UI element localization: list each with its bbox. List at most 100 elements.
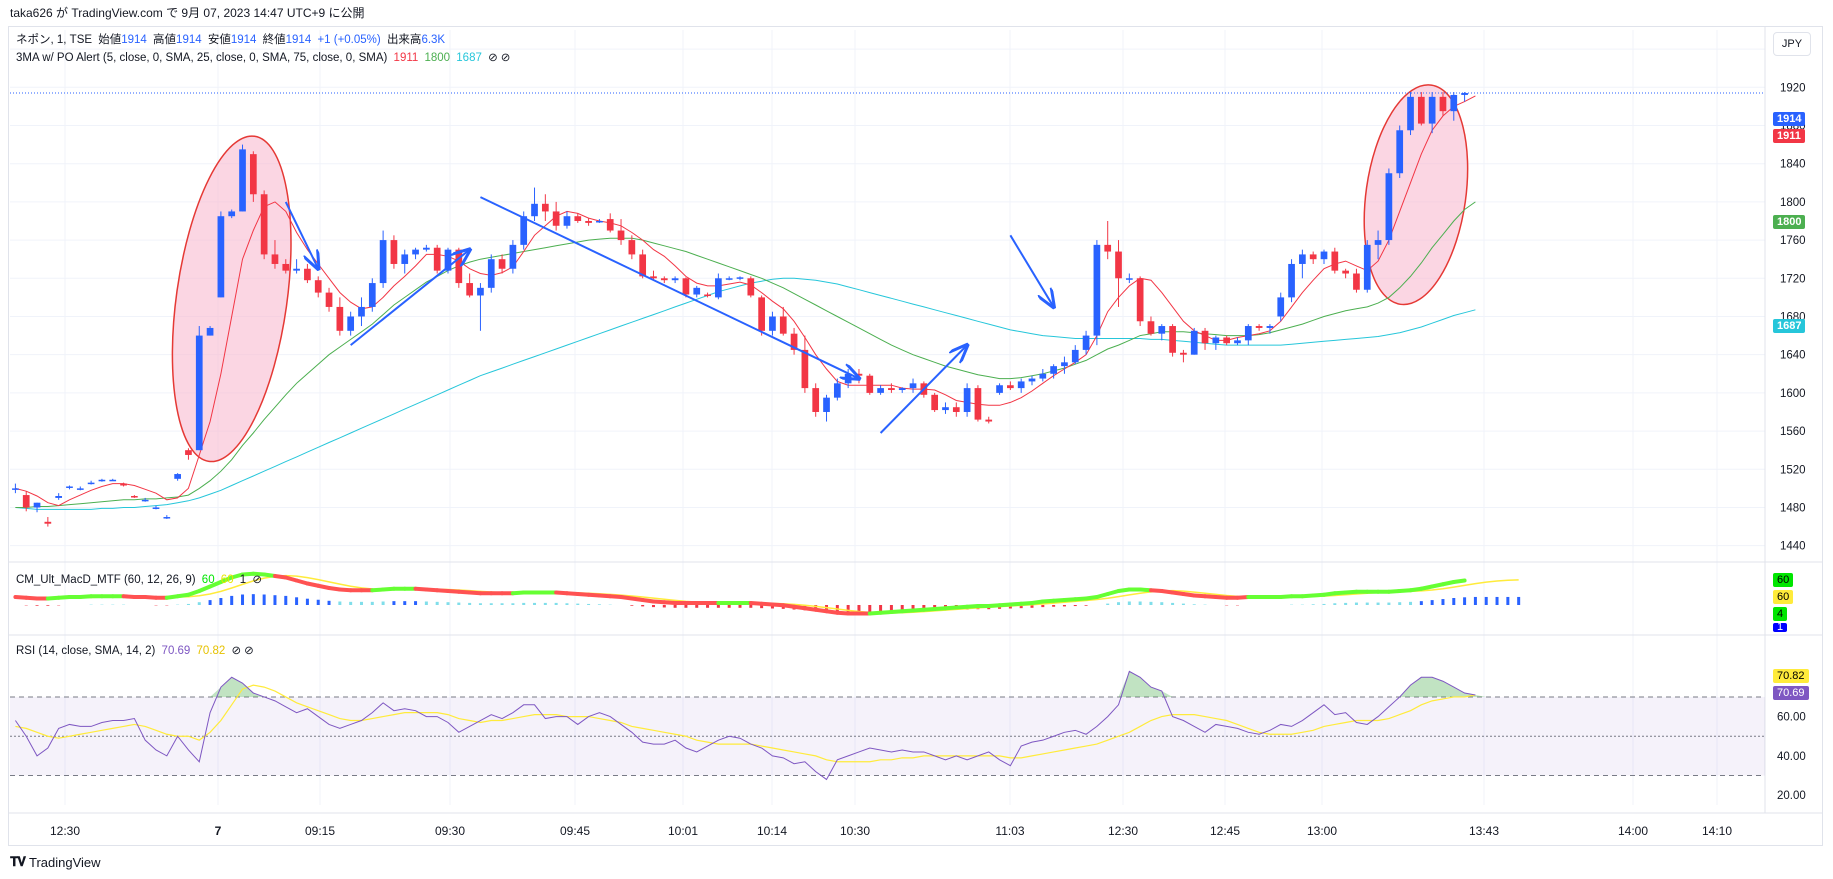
rsi-indicator-name: RSI (14, close, SMA, 14, 2): [16, 645, 156, 657]
macd-histogram-bar: [1311, 604, 1315, 605]
macd-histogram-bar: [1506, 596, 1510, 605]
price-tick-label: 1760: [1780, 235, 1806, 247]
candle-body: [1331, 251, 1339, 271]
macd-histogram-bar: [1344, 602, 1348, 605]
time-tick-label: 10:01: [668, 824, 698, 838]
candle-body: [282, 263, 290, 271]
candle-body: [412, 249, 419, 255]
candle-body: [1082, 335, 1090, 350]
candle-body: [1363, 244, 1371, 290]
price-tick-label: 1560: [1780, 426, 1806, 438]
hidden-icon[interactable]: ⊘: [252, 574, 263, 586]
candle-body: [660, 278, 668, 281]
candle: [66, 485, 73, 490]
candle-body: [444, 249, 452, 271]
time-tick-label: 10:14: [757, 824, 787, 838]
macd-histogram-bar: [46, 605, 50, 606]
candle-body: [715, 278, 722, 298]
candle: [185, 448, 192, 460]
candle-body: [1417, 96, 1425, 124]
candle: [660, 276, 668, 284]
macd-histogram-bar: [1181, 603, 1185, 605]
candle-body: [239, 149, 246, 212]
candle: [596, 219, 603, 223]
high-value: 1914: [176, 34, 202, 46]
candle-body: [185, 450, 192, 455]
candle: [55, 493, 63, 500]
candle-body: [563, 216, 571, 226]
macd-histogram-bar: [662, 605, 666, 608]
macd-histogram-bar: [500, 603, 504, 605]
currency-button[interactable]: JPY: [1773, 32, 1811, 56]
macd-histogram-bar: [1473, 596, 1477, 605]
rsi-overbought-fill: [210, 677, 265, 697]
candle-body: [368, 283, 376, 307]
macd-histogram-bar: [770, 605, 774, 609]
macd-histogram-bar: [295, 597, 299, 605]
rsi-legend[interactable]: RSI (14, close, SMA, 14, 2) 70.69 70.82 …: [16, 643, 257, 657]
candle-body: [942, 407, 949, 411]
macd-histogram-bar: [760, 605, 764, 609]
candle-body: [574, 216, 582, 221]
brand-name: TradingView: [29, 854, 101, 870]
candle-body: [152, 507, 160, 509]
candle-body: [639, 254, 647, 277]
candle-body: [1115, 251, 1122, 279]
candle-body: [1461, 93, 1468, 95]
candle: [552, 201, 560, 231]
candle: [228, 209, 236, 219]
candle-body: [249, 154, 257, 195]
time-tick-label: 7: [215, 824, 222, 838]
candle: [1223, 335, 1231, 346]
time-axis: 12:30 7 09:15 09:30 09:45 10:01 10:14 10:30 11:0…: [50, 824, 1732, 838]
candle: [1158, 324, 1166, 341]
candle-body: [1439, 96, 1447, 112]
hidden-icon[interactable]: ⊘: [244, 645, 254, 657]
annotation-ellipse: [1363, 84, 1469, 306]
macd-value-3: 1: [239, 574, 247, 586]
macd-histogram-bar: [1062, 605, 1066, 607]
candle-body: [120, 483, 127, 486]
candle-body: [758, 297, 765, 331]
candle-body: [1223, 337, 1231, 344]
candle: [217, 211, 225, 298]
hidden-icon[interactable]: ⊘: [500, 52, 511, 64]
candle: [76, 486, 84, 491]
macd-histogram-bar: [695, 605, 699, 608]
candle: [671, 276, 679, 284]
candle-body: [1288, 263, 1295, 298]
macd-histogram-bar: [879, 605, 883, 613]
candle-body: [1234, 340, 1241, 344]
candle-body: [1353, 273, 1360, 290]
candle: [1407, 92, 1414, 136]
candle-body: [1385, 173, 1393, 241]
ma-indicator-name: 3MA w/ PO Alert (5, close, 0, SMA, 25, c…: [16, 52, 388, 64]
candle: [1061, 356, 1068, 374]
footer-brand[interactable]: 𝐓𝐕 TradingView: [10, 854, 101, 870]
macd-histogram-bar: [186, 603, 190, 605]
symbol-legend[interactable]: ネポン, 1, TSE 始値1914 高値1914 安値1914 終値1914 …: [16, 31, 448, 47]
candle: [477, 283, 484, 331]
candle: [22, 491, 30, 512]
ma-legend[interactable]: 3MA w/ PO Alert (5, close, 0, SMA, 25, c…: [16, 50, 513, 64]
macd-histogram-bar: [1484, 596, 1488, 605]
moving-average-lines: [15, 95, 1476, 510]
ma75-value: 1687: [456, 52, 482, 64]
hidden-icon[interactable]: ⊘: [488, 52, 498, 64]
candle: [1007, 381, 1014, 391]
candle-body: [498, 259, 506, 269]
macd-legend[interactable]: CM_Ult_MacD_MTF (60, 12, 26, 9) 60 60 1 …: [16, 572, 265, 586]
candle-body: [931, 394, 939, 411]
macd-histogram-bar: [749, 605, 753, 608]
price-tick-label: 1840: [1780, 159, 1806, 171]
macd-histogram-bar: [684, 605, 688, 608]
hidden-icon[interactable]: ⊘: [231, 645, 242, 657]
macd-indicator-name: CM_Ult_MacD_MTF (60, 12, 26, 9): [16, 574, 196, 586]
macd-histogram-bar: [381, 601, 385, 605]
candle-body: [725, 278, 733, 280]
candle: [1417, 92, 1425, 126]
time-tick-label: 09:30: [435, 824, 465, 838]
candle: [985, 416, 993, 424]
candle-body: [877, 388, 884, 393]
